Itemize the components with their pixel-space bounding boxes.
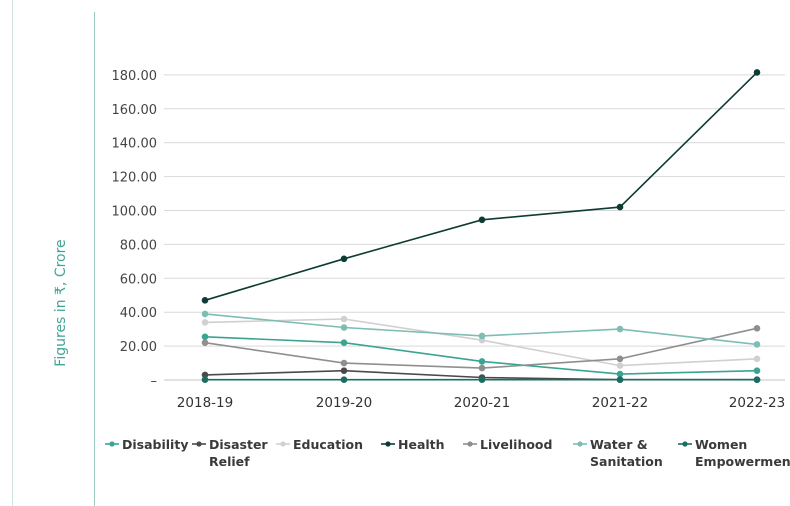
data-point-water-sanitation [478, 332, 486, 340]
data-point-livelihood [478, 364, 486, 372]
y-tick-labels: – 20.00 40.00 60.00 80.00 100.00 120.00 140.00 1… [112, 69, 158, 389]
data-point-disaster-relief [340, 367, 348, 375]
y-tick-label: 140.00 [112, 137, 158, 152]
y-tick-label: 60.00 [120, 272, 157, 287]
data-point-water-sanitation [201, 310, 209, 318]
legend-label: Water & [590, 437, 648, 452]
gridlines [164, 74, 785, 381]
data-point-water-sanitation [616, 325, 624, 333]
legend-marker [467, 441, 473, 447]
data-point-women-empowerment [478, 376, 486, 384]
x-tick-label: 2018-19 [177, 395, 233, 411]
legend-item-disaster-relief: Disaster Relief [192, 437, 268, 469]
data-point-education [616, 362, 624, 369]
legend-item-disability: Disability [105, 437, 188, 452]
legend-marker [682, 441, 688, 447]
legend-label: Empowerment [695, 454, 790, 469]
data-point-disability [478, 358, 486, 365]
x-tick-label: 2022-23 [729, 395, 785, 411]
legend-marker [280, 441, 286, 447]
legend-label: Disaster [209, 437, 268, 452]
data-point-health [478, 216, 486, 224]
legend-item-livelihood: Livelihood [463, 437, 552, 452]
x-tick-label: 2021-22 [592, 395, 648, 411]
y-tick-label: 120.00 [112, 171, 158, 186]
frame-divider [94, 12, 95, 506]
legend-label: Sanitation [590, 454, 663, 469]
x-tick-labels: 2018-19 2019-20 2020-21 2021-22 2022-23 [177, 395, 785, 411]
data-point-education [201, 319, 209, 326]
data-point-water-sanitation [753, 341, 761, 348]
data-point-education [340, 315, 348, 323]
data-point-women-empowerment [753, 376, 761, 384]
data-point-health [340, 255, 348, 263]
data-point-women-empowerment [340, 376, 348, 384]
data-point-education [753, 355, 761, 363]
data-point-disability [753, 367, 761, 375]
data-point-livelihood [616, 355, 624, 363]
y-tick-label: – [151, 374, 158, 389]
series-line-health [204, 71, 758, 302]
legend-label: Relief [209, 454, 250, 469]
legend-item-health: Health [381, 437, 445, 452]
legend-label: Health [398, 437, 445, 452]
legend: Disability Disaster Relief Education Health L… [105, 437, 790, 469]
y-tick-label: 180.00 [112, 69, 158, 84]
legend-marker [577, 441, 583, 447]
x-tick-label: 2020-21 [454, 395, 510, 411]
data-point-health [201, 297, 209, 304]
y-tick-label: 160.00 [112, 103, 158, 118]
legend-marker [109, 441, 115, 447]
data-point-health [616, 203, 624, 211]
legend-item-water-sanitation: Water & Sanitation [573, 437, 663, 469]
data-point-disability [340, 339, 348, 347]
data-point-women-empowerment [616, 376, 624, 384]
legend-item-education: Education [276, 437, 363, 452]
data-point-livelihood [753, 325, 761, 332]
legend-marker [385, 441, 391, 447]
data-point-disability [616, 370, 624, 378]
y-tick-label: 20.00 [120, 340, 157, 355]
data-point-disaster-relief [201, 371, 209, 379]
legend-label: Livelihood [480, 437, 552, 452]
legend-label: Women [695, 437, 747, 452]
frame-border-left [12, 0, 13, 506]
series-points [201, 69, 761, 384]
y-tick-label: 80.00 [120, 238, 157, 253]
data-point-water-sanitation [340, 324, 348, 331]
x-tick-label: 2019-20 [316, 395, 372, 411]
legend-item-women-empowerment: Women Empowerment [678, 437, 790, 469]
y-tick-label: 100.00 [112, 205, 158, 220]
data-point-livelihood [201, 339, 209, 347]
legend-label: Disability [122, 437, 188, 452]
data-point-women-empowerment [201, 376, 209, 384]
y-tick-label: 40.00 [120, 306, 157, 321]
legend-label: Education [293, 437, 363, 452]
legend-marker [196, 441, 202, 447]
data-point-health [753, 69, 761, 76]
data-point-disability [201, 333, 209, 341]
data-point-livelihood [340, 359, 348, 367]
